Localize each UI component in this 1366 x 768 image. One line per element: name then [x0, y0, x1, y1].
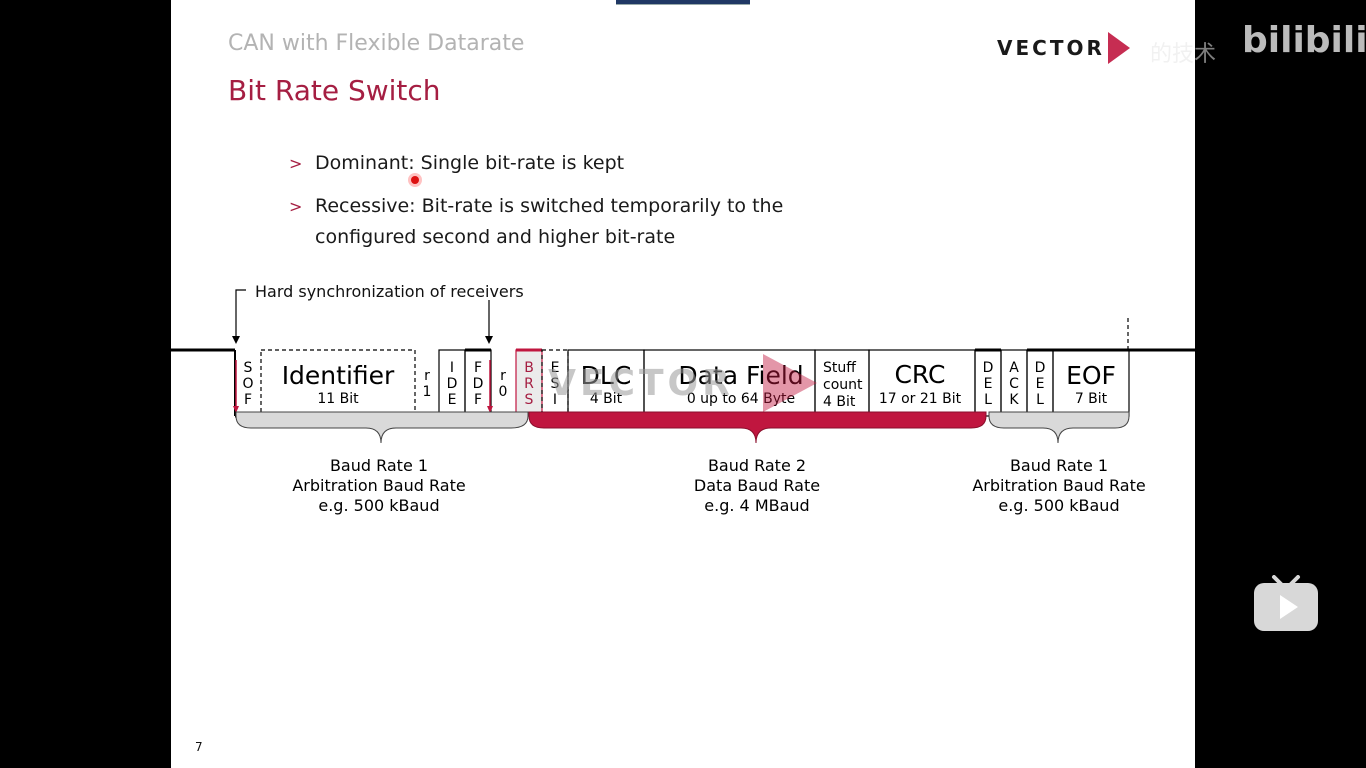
bullet-text: Dominant: Single bit-rate is kept [315, 152, 625, 174]
bullet-text: Recessive: Bit-rate is switched temporar… [315, 195, 784, 217]
esi-letter: I [553, 392, 557, 408]
sof-letter: O [242, 376, 253, 392]
bracket-label: Baud Rate 1 [330, 456, 428, 475]
bullet-list: > Dominant: Single bit-rate is kept > Re… [289, 148, 783, 265]
fdf-letter: F [474, 392, 482, 408]
eof-bits: 7 Bit [1075, 391, 1108, 407]
ack-letter: A [1009, 360, 1019, 376]
esi-letter: E [551, 360, 560, 376]
bracket-label: Arbitration Baud Rate [292, 476, 465, 495]
ide-letter: D [447, 376, 458, 392]
bracket-label: Data Baud Rate [694, 476, 820, 495]
bilibili-logo: bilibili [1242, 20, 1366, 61]
crc-bits: 17 or 21 Bit [879, 391, 962, 407]
bracket-label: e.g. 500 kBaud [318, 496, 439, 515]
bullet-text-continued: configured second and higher bit-rate [315, 226, 676, 248]
identifier-bits: 11 Bit [317, 391, 359, 407]
slide-subtitle: CAN with Flexible Datarate [228, 31, 525, 56]
laser-pointer-icon [411, 176, 419, 184]
bullet-marker-icon: > [289, 154, 303, 173]
hard-sync-label: Hard synchronization of receivers [255, 282, 524, 301]
data-field-bytes: 0 up to 64 Byte [687, 391, 795, 407]
esi-letter: S [551, 376, 560, 392]
del-letter: D [1035, 360, 1046, 376]
del-letter: D [983, 360, 994, 376]
brs-letter: B [524, 360, 534, 376]
bracket-label: e.g. 500 kBaud [998, 496, 1119, 515]
bracket-label: Baud Rate 1 [1010, 456, 1108, 475]
top-progress-bar [616, 0, 750, 5]
identifier-label: Identifier [282, 361, 395, 390]
sof-letter: F [244, 392, 252, 408]
vector-logo-arrow-icon [1108, 32, 1130, 64]
brs-letter: R [524, 376, 534, 392]
vector-logo: VECTOR [997, 36, 1105, 60]
stuff-count-label: Stuff [823, 360, 856, 376]
del-letter: E [1036, 376, 1045, 392]
can-fd-frame-diagram: Hard synchronization of receivers S O F … [171, 282, 1195, 515]
dlc-label: DLC [581, 361, 632, 390]
sof-letter: S [244, 360, 253, 376]
bullet-marker-icon: > [289, 197, 303, 216]
crc-label: CRC [894, 360, 945, 389]
bracket-label: e.g. 4 MBaud [704, 496, 809, 515]
vector-watermark: VECTOR [548, 363, 734, 404]
play-tv-icon[interactable] [1254, 575, 1318, 631]
r1-letter: r [424, 368, 430, 384]
bracket-label: Arbitration Baud Rate [972, 476, 1145, 495]
ack-letter: C [1009, 376, 1019, 392]
stuff-count-label: count [823, 377, 863, 393]
ide-letter: E [448, 392, 457, 408]
r0-letter: r [500, 368, 506, 384]
bullet-item: > Recessive: Bit-rate is switched tempor… [289, 191, 783, 253]
bullet-item: > Dominant: Single bit-rate is kept [289, 148, 783, 179]
fdf-letter: F [474, 360, 482, 376]
ide-letter: I [450, 360, 454, 376]
watermark-text: 的技术 [1150, 42, 1217, 67]
page-number: 7 [195, 740, 203, 754]
slide: CAN with Flexible Datarate Bit Rate Swit… [171, 0, 1195, 768]
del-letter: L [984, 392, 992, 408]
r0-letter: 0 [499, 384, 508, 400]
del-letter: E [984, 376, 993, 392]
ack-letter: K [1009, 392, 1019, 408]
del-letter: L [1036, 392, 1044, 408]
brs-letter: S [525, 392, 534, 408]
stuff-count-bits: 4 Bit [823, 394, 856, 410]
slide-title: Bit Rate Switch [228, 74, 441, 107]
eof-label: EOF [1066, 361, 1116, 390]
data-field-label: Data Field [678, 361, 803, 390]
r1-letter: 1 [423, 384, 432, 400]
fdf-letter: D [473, 376, 484, 392]
bracket-label: Baud Rate 2 [708, 456, 806, 475]
dlc-bits: 4 Bit [590, 391, 623, 407]
